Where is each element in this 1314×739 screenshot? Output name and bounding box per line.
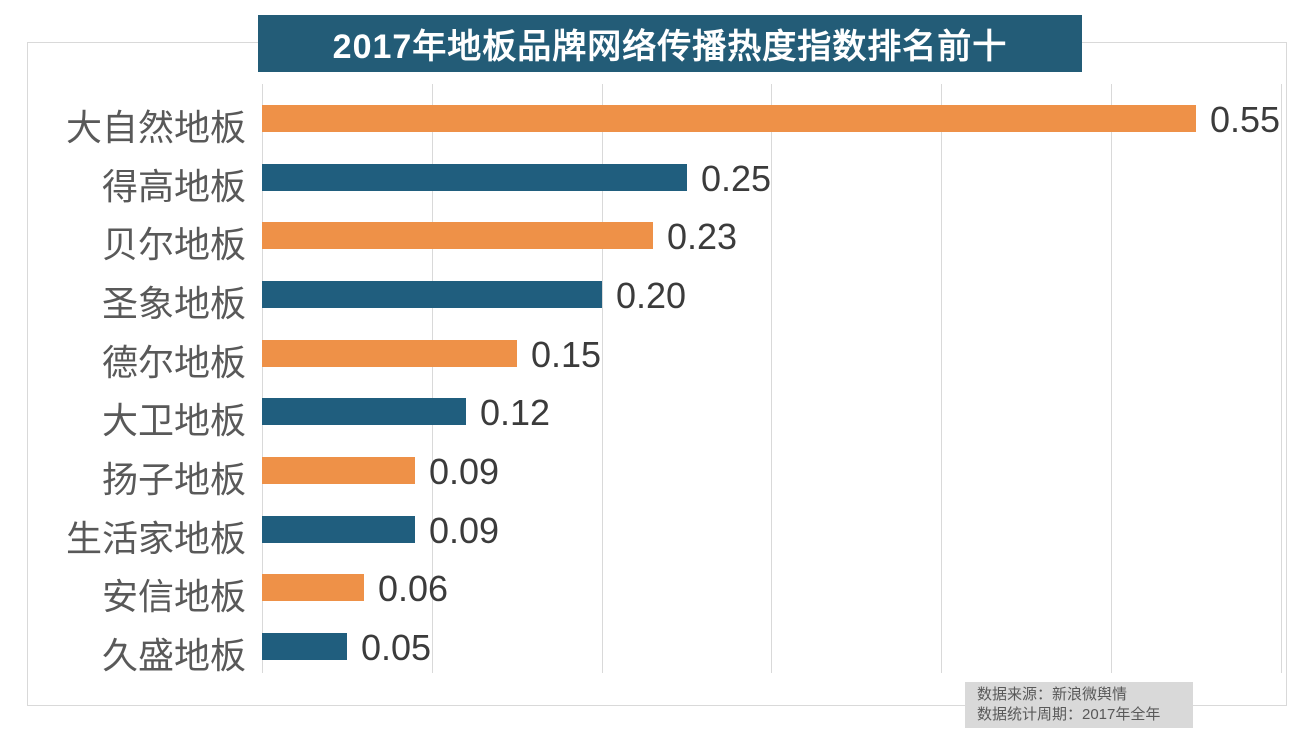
value-label: 0.25 xyxy=(701,157,772,199)
category-label: 圣象地板 xyxy=(101,282,246,324)
value-label: 0.55 xyxy=(1210,99,1281,140)
bar xyxy=(262,456,415,484)
gridline xyxy=(941,84,942,673)
category-label: 大卫地板 xyxy=(101,400,246,442)
bar xyxy=(262,515,415,543)
category-label: 久盛地板 xyxy=(101,634,246,676)
value-label: 0.05 xyxy=(361,626,432,668)
category-label: 大自然地板 xyxy=(65,107,246,148)
source-line-1: 数据来源：新浪微舆情 xyxy=(977,686,1128,703)
category-label: 德尔地板 xyxy=(101,341,246,383)
gridline xyxy=(262,84,263,673)
value-label: 0.20 xyxy=(616,274,687,316)
bar xyxy=(262,632,347,660)
bar xyxy=(262,280,602,308)
source-line-2: 数据统计周期：2017年全年 xyxy=(977,706,1161,723)
value-label: 0.12 xyxy=(480,392,551,434)
bar xyxy=(262,105,1196,132)
gridline xyxy=(432,84,433,673)
bar xyxy=(262,163,687,191)
category-label: 生活家地板 xyxy=(65,517,246,559)
value-label: 0.15 xyxy=(531,333,602,375)
value-label: 0.09 xyxy=(429,450,500,492)
bar xyxy=(262,574,364,602)
value-label: 0.09 xyxy=(429,509,500,551)
value-label: 0.06 xyxy=(378,568,449,610)
category-label: 扬子地板 xyxy=(101,458,246,500)
value-label: 0.23 xyxy=(667,216,738,258)
category-label: 安信地板 xyxy=(101,576,246,618)
chart-title: 2017年地板品牌网络传播热度指数排名前十 xyxy=(332,28,1008,66)
chart-title-banner: 2017年地板品牌网络传播热度指数排名前十 xyxy=(258,15,1082,72)
gridline xyxy=(602,84,603,673)
gridline xyxy=(771,84,772,673)
bar xyxy=(262,222,653,250)
gridline xyxy=(1111,84,1112,673)
bar xyxy=(262,339,517,367)
category-label: 贝尔地板 xyxy=(101,224,246,266)
gridline xyxy=(1281,84,1282,673)
source-note: 数据来源：新浪微舆情 数据统计周期：2017年全年 xyxy=(965,682,1193,728)
bar xyxy=(262,398,466,426)
category-label: 得高地板 xyxy=(101,165,246,207)
